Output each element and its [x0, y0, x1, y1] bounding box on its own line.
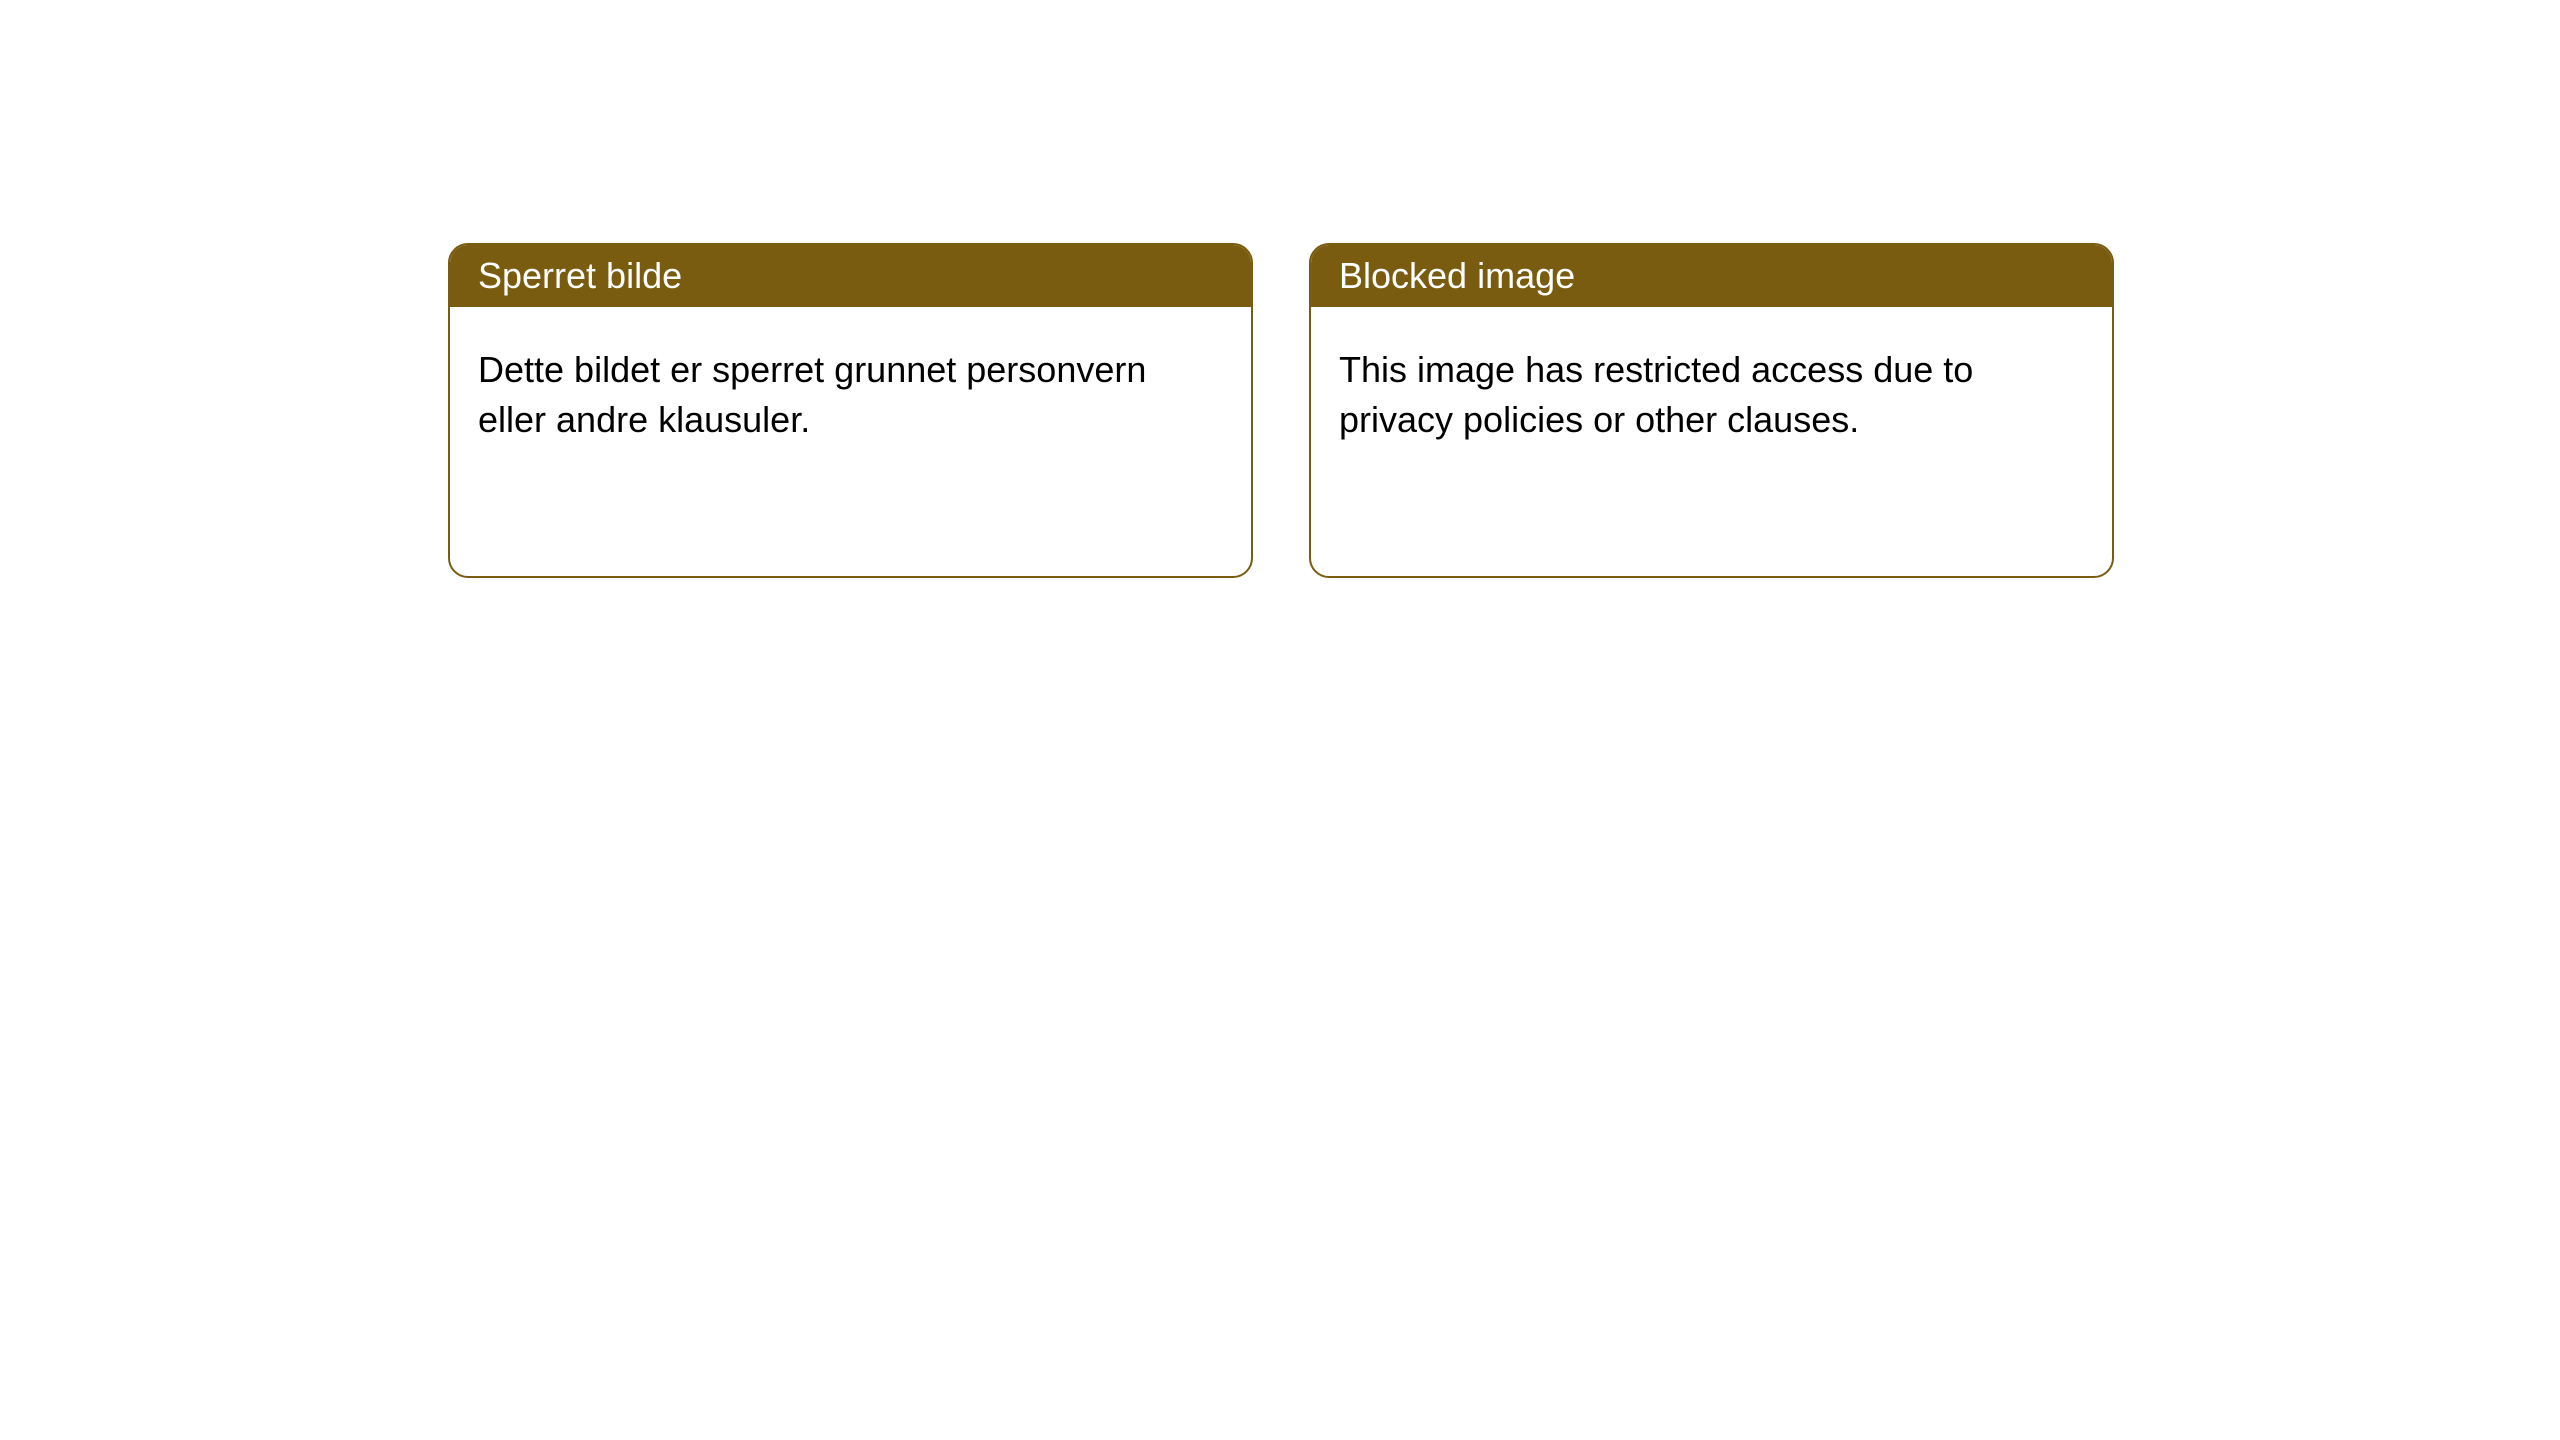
notice-message: Dette bildet er sperret grunnet personve…	[450, 307, 1251, 484]
notice-message: This image has restricted access due to …	[1311, 307, 2112, 484]
notice-title: Blocked image	[1311, 245, 2112, 307]
notice-container: Sperret bilde Dette bildet er sperret gr…	[0, 0, 2560, 578]
notice-title: Sperret bilde	[450, 245, 1251, 307]
notice-card-norwegian: Sperret bilde Dette bildet er sperret gr…	[448, 243, 1253, 578]
notice-card-english: Blocked image This image has restricted …	[1309, 243, 2114, 578]
